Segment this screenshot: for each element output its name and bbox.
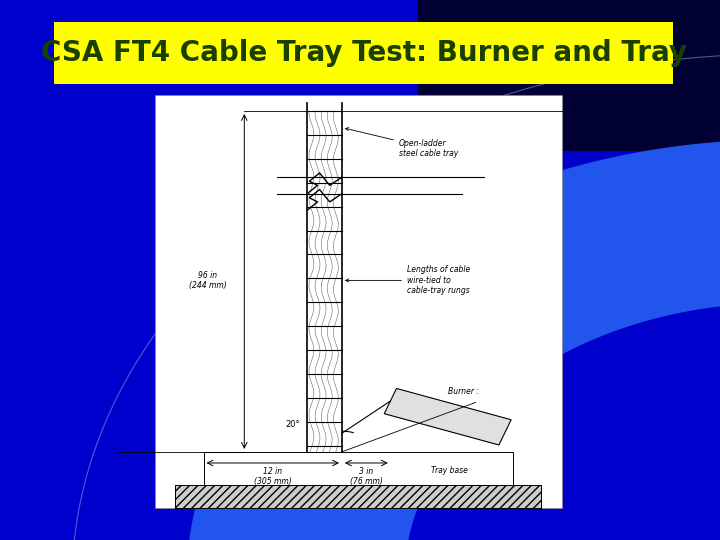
- Text: CSA FT4 Cable Tray Test: Burner and Tray: CSA FT4 Cable Tray Test: Burner and Tray: [40, 39, 687, 66]
- Bar: [418, 0, 720, 151]
- Text: 96 in
(244 mm): 96 in (244 mm): [189, 271, 227, 290]
- Text: 3 in
(76 mm): 3 in (76 mm): [350, 467, 383, 487]
- Text: Lengths of cable
wire-tied to
cable-tray rungs: Lengths of cable wire-tied to cable-tray…: [346, 266, 470, 295]
- Polygon shape: [187, 140, 720, 540]
- Bar: [175, 485, 541, 508]
- Bar: [204, 452, 513, 485]
- Bar: [155, 94, 562, 508]
- Text: Tray base: Tray base: [431, 466, 468, 475]
- Polygon shape: [384, 388, 511, 445]
- Text: 20°: 20°: [286, 421, 300, 429]
- Text: Burner :: Burner :: [448, 387, 479, 396]
- Bar: [175, 485, 541, 508]
- Text: Open-ladder
steel cable tray: Open-ladder steel cable tray: [346, 127, 458, 158]
- Bar: [54, 22, 673, 84]
- Text: 12 in
(305 mm): 12 in (305 mm): [254, 467, 292, 487]
